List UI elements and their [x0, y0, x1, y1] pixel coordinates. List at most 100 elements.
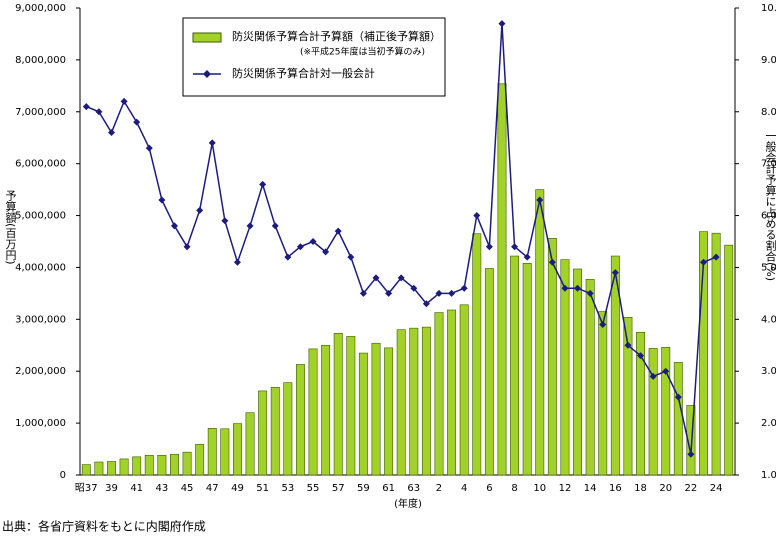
bar — [270, 387, 280, 476]
line-marker — [649, 372, 657, 380]
line-marker — [322, 248, 330, 256]
y2-tick-label: 2.0 — [761, 418, 776, 429]
bar — [623, 316, 633, 476]
bar — [421, 326, 431, 476]
line-marker — [687, 450, 695, 458]
line-marker — [674, 393, 682, 401]
bar — [711, 232, 721, 476]
line-marker — [485, 243, 493, 251]
y2-tick-label: 1.0 — [761, 470, 776, 481]
bar — [522, 262, 532, 476]
x-tick-label: 22 — [685, 483, 698, 494]
line-marker — [284, 253, 292, 261]
y-tick-label: 2,000,000 — [15, 366, 66, 377]
line-marker — [448, 289, 456, 297]
bar — [321, 344, 331, 476]
y-tick-label: 1,000,000 — [15, 418, 66, 429]
line-marker — [309, 238, 317, 245]
line-marker — [611, 269, 619, 277]
line-marker — [296, 243, 304, 251]
line-marker — [435, 289, 443, 297]
bar — [81, 464, 91, 476]
source: 出典：各省庁資料をもとに内閣府作成 — [2, 519, 206, 534]
x-tick-label: 61 — [382, 483, 395, 494]
legend-note: (※平成25年度は当初予算のみ) — [300, 46, 425, 58]
line-marker — [586, 289, 594, 297]
line-marker — [271, 222, 279, 230]
bar — [573, 268, 583, 476]
line-marker — [158, 196, 166, 204]
bar — [661, 347, 671, 476]
line-marker — [397, 274, 405, 282]
bar — [396, 329, 406, 476]
line-marker — [548, 258, 556, 266]
legend-marker — [203, 70, 211, 78]
x-tick-label: 53 — [281, 483, 294, 494]
line-marker — [145, 144, 153, 152]
line-marker — [82, 103, 90, 111]
bar — [560, 259, 570, 476]
bar — [333, 333, 343, 476]
line-marker — [574, 284, 582, 292]
x-tick-label: 昭37 — [75, 482, 98, 494]
line-marker — [523, 253, 531, 261]
bar — [119, 458, 129, 476]
y-tick-label: 6,000,000 — [15, 159, 66, 170]
line-marker — [624, 341, 632, 349]
y2-tick-label: 9.0 — [761, 55, 776, 66]
bar — [598, 311, 608, 476]
bar — [434, 312, 444, 476]
x-tick-label: 39 — [105, 483, 118, 494]
y-axis-label: 予算額(百万円) — [4, 190, 17, 265]
x-tick-label: 59 — [357, 483, 370, 494]
x-tick-label: 20 — [659, 483, 672, 494]
line-marker — [460, 284, 468, 292]
y-tick-label: 4,000,000 — [15, 262, 66, 273]
line-marker — [170, 222, 178, 230]
bar — [94, 461, 104, 476]
bar — [673, 362, 683, 476]
line-marker — [637, 352, 645, 360]
y2-tick-label: 4.0 — [761, 314, 776, 325]
bar — [346, 336, 356, 476]
x-tick-label: 55 — [307, 483, 320, 494]
x-tick-label: 18 — [634, 483, 647, 494]
x-tick-label: 12 — [559, 483, 572, 494]
x-tick-label: 63 — [407, 483, 420, 494]
x-tick-label: 45 — [181, 483, 194, 494]
x-tick-label: 14 — [584, 483, 597, 494]
y2-tick-label: 5.0 — [761, 262, 776, 273]
line-marker — [196, 206, 204, 214]
line-marker — [536, 196, 544, 204]
x-tick-label: 2 — [436, 483, 442, 494]
line-marker — [334, 227, 342, 235]
bar — [472, 233, 482, 476]
x-tick-label: 6 — [486, 483, 492, 494]
legend-bar-swatch — [192, 32, 222, 43]
bar — [686, 405, 696, 476]
bar — [648, 348, 658, 476]
line-marker — [183, 243, 191, 251]
y-tick-label: 5,000,000 — [15, 211, 66, 222]
bar — [447, 309, 457, 476]
legend-label: 防災関係予算合計対一般会計 — [232, 66, 375, 80]
y2-tick-label: 10.0 — [761, 3, 776, 14]
line-marker — [662, 367, 670, 375]
line-marker — [221, 217, 229, 225]
x-tick-label: 49 — [231, 483, 244, 494]
line-marker — [422, 300, 430, 308]
bar — [295, 364, 305, 476]
bar — [547, 238, 557, 476]
bar — [535, 189, 545, 476]
line-marker — [498, 20, 506, 28]
bar — [195, 444, 205, 476]
line-marker — [259, 180, 267, 188]
line-marker — [120, 97, 128, 105]
bar — [409, 327, 419, 476]
bar — [245, 412, 255, 476]
x-tick-label: 24 — [710, 483, 723, 494]
bar — [384, 347, 394, 476]
bar — [510, 255, 520, 476]
bar — [207, 427, 217, 476]
